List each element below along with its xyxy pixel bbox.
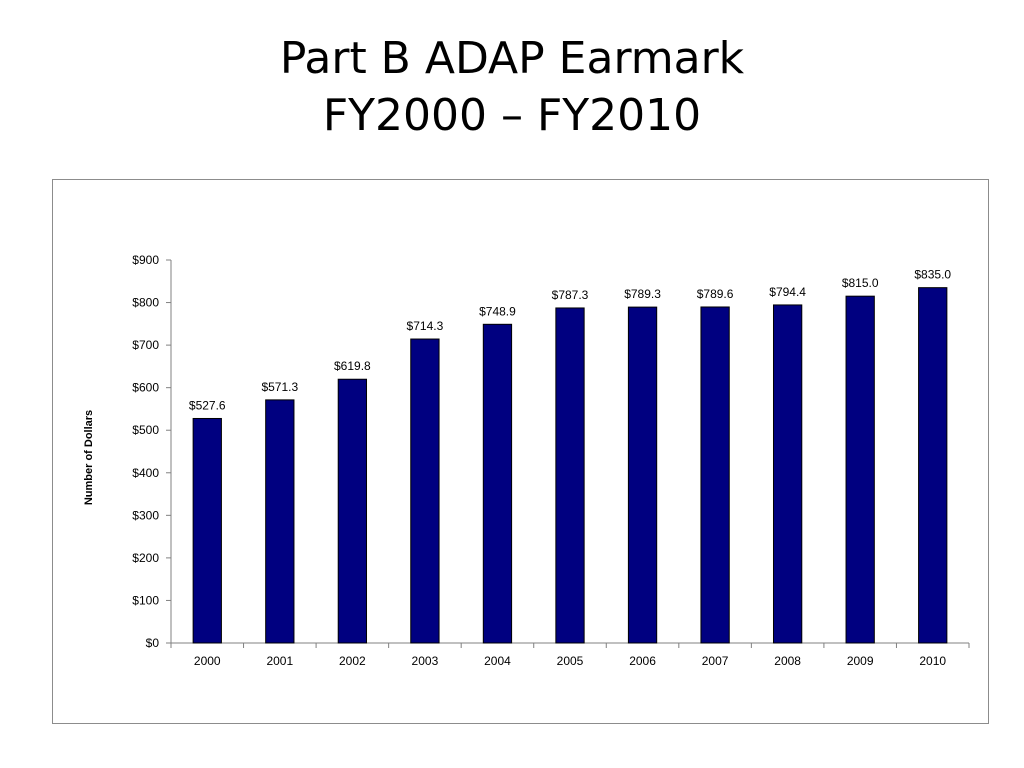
bar-value-label: $835.0 [914, 268, 951, 282]
x-tick-label: 2000 [194, 654, 221, 668]
bar [918, 287, 948, 644]
y-tick-label: $200 [132, 551, 159, 565]
slide-title-line-1: Part B ADAP Earmark [279, 33, 745, 84]
bar-value-label: $571.3 [261, 380, 298, 394]
x-tick-label: 2005 [557, 654, 584, 668]
chart-frame: $0 $100 $200 $300 $400 $500 $600 $700 $800 $900 2… [52, 179, 989, 724]
bar-value-label: $789.6 [697, 287, 734, 301]
x-tick-label: 2002 [339, 654, 366, 668]
x-tick-label: 2003 [412, 654, 439, 668]
bar [337, 378, 368, 644]
x-tick-label: 2004 [484, 654, 511, 668]
bars [192, 287, 948, 644]
y-axis-title: Number of Dollars [83, 410, 95, 505]
bar-value-label: $527.6 [189, 398, 226, 412]
y-tick-label: $600 [132, 381, 159, 395]
bar-chart: $0 $100 $200 $300 $400 $500 $600 $700 $800 $900 2… [83, 253, 970, 668]
y-tick-label: $0 [146, 636, 160, 650]
bar [265, 399, 295, 644]
bar-value-label: $794.4 [769, 285, 806, 299]
bar-value-label: $815.0 [842, 276, 879, 290]
x-tick-label: 2001 [266, 654, 293, 668]
y-tick-label: $100 [132, 593, 159, 607]
bar [627, 306, 658, 644]
x-tick-label: 2010 [919, 654, 946, 668]
bar [845, 295, 875, 644]
x-tick-label: 2006 [629, 654, 656, 668]
x-axis: 2000 2001 2002 2003 2004 2005 2006 2007 2008 2009… [170, 642, 970, 668]
x-tick-label: 2007 [702, 654, 729, 668]
bar-value-label: $714.3 [407, 319, 444, 333]
x-tick-label: 2008 [774, 654, 801, 668]
slide-title-line-2: FY2000 – FY2010 [322, 90, 702, 141]
y-axis: $0 $100 $200 $300 $400 $500 $600 $700 $800 $900 [132, 253, 172, 650]
bar [555, 307, 585, 644]
data-labels: $527.6 $571.3 $619.8 $714.3 $748.9 $787.3 $789… [189, 268, 951, 413]
bar [772, 304, 803, 644]
x-tick-label: 2009 [847, 654, 874, 668]
bar [192, 417, 222, 644]
slide-title: Part B ADAP Earmark FY2000 – FY2010 [0, 30, 1024, 144]
y-tick-label: $400 [132, 466, 159, 480]
bar [410, 338, 440, 644]
bar [482, 323, 513, 644]
bar-value-label: $748.9 [479, 304, 516, 318]
y-tick-label: $800 [132, 296, 159, 310]
bar-value-label: $619.8 [334, 359, 371, 373]
y-tick-label: $300 [132, 508, 159, 522]
y-tick-label: $500 [132, 423, 159, 437]
y-tick-label: $700 [132, 338, 159, 352]
bar-value-label: $789.3 [624, 287, 661, 301]
bar-value-label: $787.3 [552, 288, 589, 302]
y-tick-label: $900 [132, 253, 159, 267]
bar [700, 306, 730, 644]
